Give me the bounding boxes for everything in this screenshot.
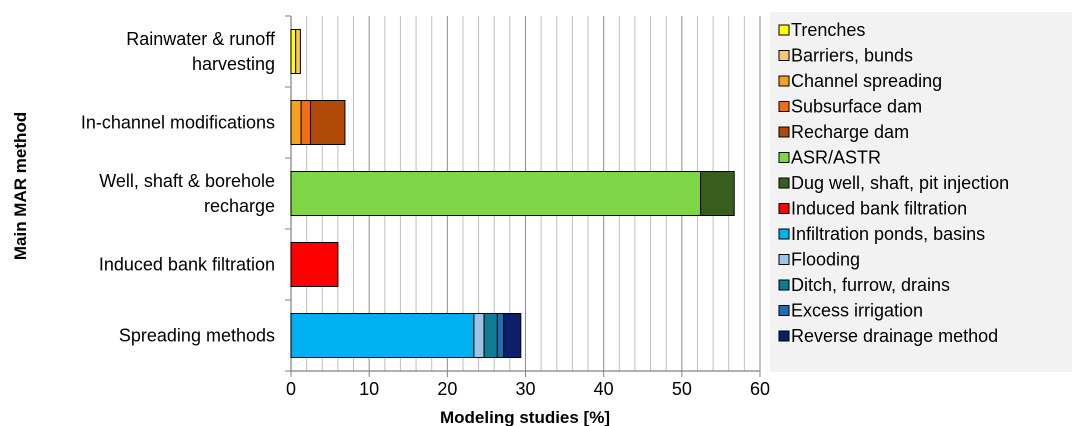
category-label-line: Rainwater & runoff [126, 29, 276, 49]
bar-segment [300, 99, 312, 146]
legend-swatch [778, 152, 790, 163]
legend-item: Dug well, shaft, pit injection [778, 173, 1009, 193]
legend-label: Subsurface dam [791, 97, 922, 117]
legend-item: Induced bank filtration [778, 199, 967, 219]
legend-swatch [778, 101, 790, 112]
category-label-line: Well, shaft & borehole [99, 171, 275, 191]
legend-label: Infiltration ponds, basins [791, 224, 985, 244]
x-axis-title: Modeling studies [%] [440, 408, 610, 426]
x-tick-label: 20 [437, 379, 457, 399]
legend-item: Barriers, bunds [778, 46, 913, 66]
bar-segment [290, 312, 475, 359]
legend-swatch [778, 203, 790, 214]
legend-swatch [778, 330, 790, 342]
legend-label: ASR/ASTR [791, 148, 881, 168]
legend-item: Subsurface dam [778, 97, 922, 117]
category-label-line: In-channel modifications [81, 113, 275, 133]
legend-swatch [778, 126, 790, 138]
legend-item: Infiltration ponds, basins [778, 224, 985, 244]
x-tick-labels: 0 10 20 30 40 50 60 [286, 379, 770, 399]
x-tick-label: 10 [359, 379, 379, 399]
legend-item: Recharge dam [778, 122, 909, 142]
legend-swatch [778, 228, 790, 240]
bar-segment [295, 28, 301, 75]
legend-label: Reverse drainage method [791, 326, 998, 346]
legend-item: Trenches [778, 20, 865, 40]
legend-item: Reverse drainage method [778, 326, 998, 346]
legend-label: Induced bank filtration [791, 199, 967, 219]
legend-item: Ditch, furrow, drains [778, 275, 950, 295]
legend: Trenches Barriers, bunds Channel spreading… [778, 20, 1009, 346]
y-axis-title: Main MAR method [11, 112, 30, 260]
legend-label: Trenches [791, 20, 865, 40]
legend-label: Dug well, shaft, pit injection [791, 173, 1009, 193]
legend-label: Recharge dam [791, 122, 909, 142]
x-tick-label: 50 [672, 379, 692, 399]
legend-label: Channel spreading [791, 71, 942, 91]
legend-swatch [778, 24, 790, 36]
bar-segment [310, 99, 346, 146]
category-label-line: recharge [204, 196, 275, 216]
category-label-line: Induced bank filtration [99, 255, 275, 275]
bar-segment [290, 28, 297, 75]
bar-segment [503, 312, 522, 359]
legend-item: Excess irrigation [778, 301, 923, 321]
x-tick-label: 40 [594, 379, 614, 399]
legend-label: Flooding [791, 250, 860, 270]
bar-segment [483, 312, 498, 359]
legend-background [770, 12, 1072, 372]
category-label: In-channel modifications [81, 113, 275, 133]
bar-segment [290, 170, 702, 217]
category-label: Well, shaft & borehole recharge [99, 171, 275, 216]
legend-label: Ditch, furrow, drains [791, 275, 950, 295]
bar-segment [290, 99, 302, 146]
legend-swatch [778, 279, 790, 291]
bar-segment [473, 312, 485, 359]
category-label-line: Spreading methods [119, 326, 275, 346]
category-label: Induced bank filtration [99, 255, 275, 275]
legend-item: ASR/ASTR [778, 148, 881, 168]
legend-item: Flooding [778, 250, 860, 270]
legend-swatch [778, 254, 790, 265]
x-tick-label: 30 [515, 379, 535, 399]
category-label: Spreading methods [119, 326, 275, 346]
bars [290, 28, 735, 359]
legend-swatch [778, 177, 790, 189]
category-label: Rainwater & runoff harvesting [126, 29, 276, 74]
x-tick-label: 0 [286, 379, 296, 399]
x-tick-label: 60 [750, 379, 770, 399]
legend-swatch [778, 50, 790, 61]
category-labels: Rainwater & runoff harvesting In-channel m… [81, 29, 276, 346]
bar-segment [700, 170, 735, 217]
legend-label: Barriers, bunds [791, 46, 913, 66]
legend-swatch [778, 305, 790, 316]
legend-swatch [778, 75, 790, 87]
category-label-line: harvesting [192, 54, 275, 74]
legend-item: Channel spreading [778, 71, 942, 91]
bar-segment [496, 312, 505, 359]
bar-segment [290, 241, 339, 288]
legend-label: Excess irrigation [791, 301, 923, 321]
